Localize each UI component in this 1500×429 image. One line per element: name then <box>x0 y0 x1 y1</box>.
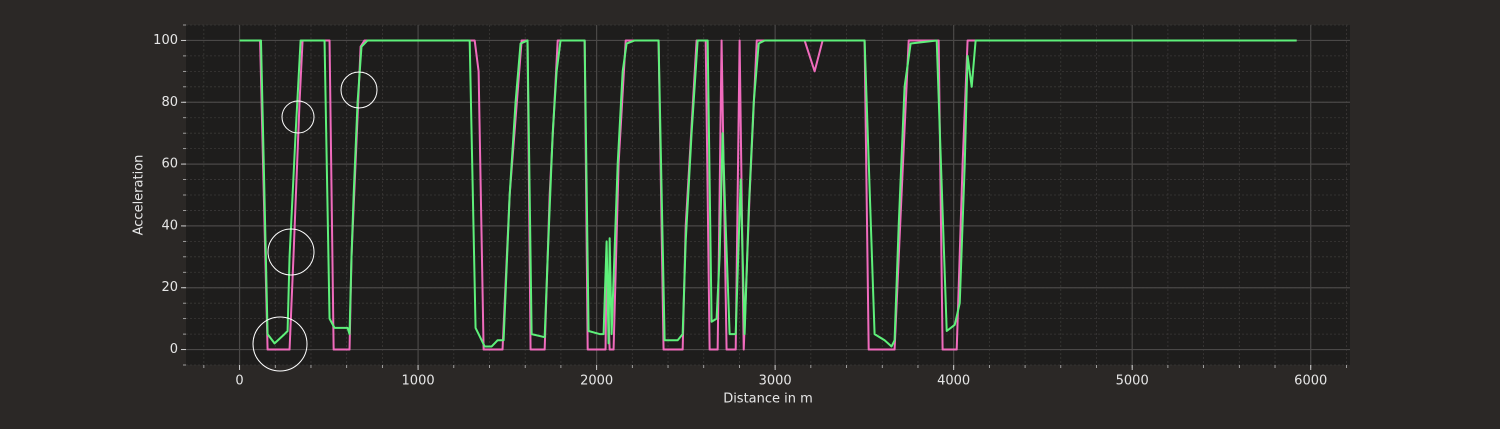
x-tick-label: 2000 <box>580 374 613 389</box>
annotations <box>252 71 378 372</box>
series-line <box>239 39 1297 348</box>
marker-circle <box>340 71 378 109</box>
x-tick-label: 5000 <box>1116 374 1149 389</box>
x-tick-label: 1000 <box>402 374 435 389</box>
y-tick-label: 60 <box>161 157 178 172</box>
x-tick-label: 3000 <box>759 374 792 389</box>
y-tick-label: 20 <box>161 280 178 295</box>
marker-circle <box>252 316 308 372</box>
y-tick-label: 0 <box>170 342 178 357</box>
x-tick-label: 6000 <box>1294 374 1327 389</box>
x-tick-label: 0 <box>235 374 243 389</box>
y-tick-label: 40 <box>161 218 178 233</box>
y-tick-label: 100 <box>153 33 178 48</box>
x-tick-label: 4000 <box>937 374 970 389</box>
y-tick-label: 80 <box>161 95 178 110</box>
marker-circle <box>281 100 315 134</box>
axes: 0 1000 2000 3000 4000 5000 6000 0 20 40 60 80 100 <box>153 24 1347 389</box>
y-axis-label: Acceleration <box>132 155 147 236</box>
lines <box>239 39 1297 351</box>
x-axis-label: Distance in m <box>723 392 813 407</box>
marker-circle <box>267 228 315 276</box>
